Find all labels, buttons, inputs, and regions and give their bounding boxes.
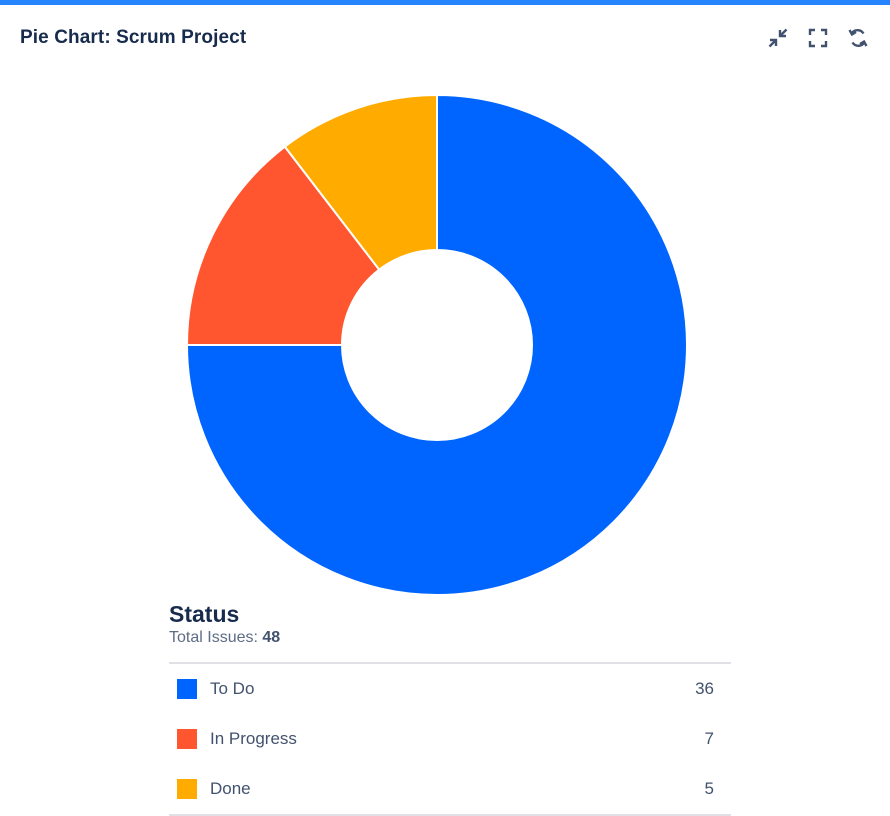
legend-swatch-in-progress [177, 729, 197, 749]
total-issues: Total Issues: 48 [169, 628, 731, 648]
legend-row-to-do[interactable]: To Do 36 [169, 664, 731, 714]
legend-title: Status [169, 601, 240, 627]
fullscreen-button[interactable] [804, 24, 832, 52]
refresh-icon [848, 29, 868, 47]
legend-label[interactable]: Done [210, 779, 251, 798]
donut-chart [185, 93, 688, 596]
legend-count: 7 [704, 729, 714, 748]
gadget-header: Pie Chart: Scrum Project [0, 5, 890, 71]
slice-done[interactable] [283, 93, 438, 272]
legend-swatch-done [177, 779, 197, 799]
gadget-controls [764, 24, 872, 52]
refresh-button[interactable] [844, 24, 872, 52]
minimize-button[interactable] [764, 24, 792, 52]
slice-to-do[interactable] [185, 93, 688, 596]
slice-in-progress[interactable] [185, 145, 381, 346]
legend-label[interactable]: In Progress [210, 729, 297, 748]
legend-row-in-progress[interactable]: In Progress 7 [169, 714, 731, 764]
header-accent-bar [0, 0, 890, 5]
gadget-title: Pie Chart: Scrum Project [20, 27, 247, 48]
total-issues-value: 48 [262, 629, 281, 646]
legend-count: 36 [695, 679, 714, 698]
legend-count: 5 [704, 779, 714, 798]
total-issues-label: Total Issues: [169, 629, 263, 646]
fullscreen-icon [808, 28, 828, 48]
legend-row-done[interactable]: Done 5 [169, 764, 731, 814]
chart-legend: Status Total Issues: 48 To Do 36 In Prog… [169, 600, 731, 816]
legend-label[interactable]: To Do [210, 679, 255, 698]
legend-table: To Do 36 In Progress 7 Done 5 [169, 662, 731, 816]
minimize-icon [768, 28, 788, 48]
legend-swatch-to-do [177, 679, 197, 699]
